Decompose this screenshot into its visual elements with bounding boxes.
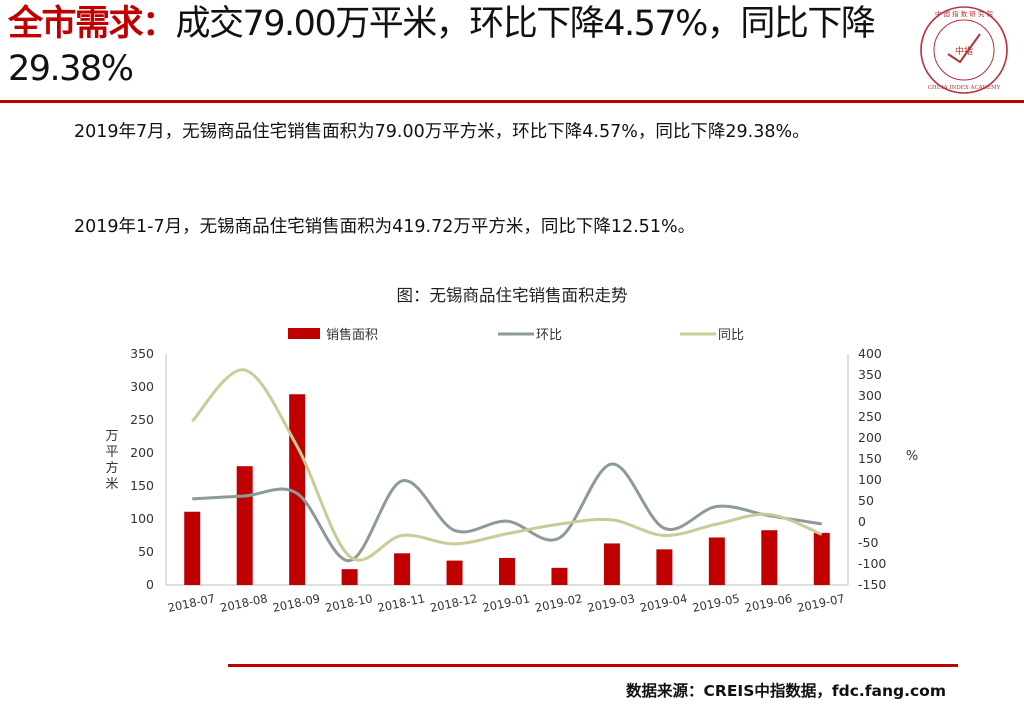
right-tick-label: 250: [858, 409, 882, 424]
right-tick-label: 200: [858, 430, 882, 445]
legend-swatch-bar: [288, 328, 320, 339]
page-title-prefix: 全市需求：: [8, 4, 177, 44]
footer-divider: [228, 664, 958, 667]
right-tick-label: 300: [858, 388, 882, 403]
x-tick-label: 2019-01: [481, 591, 531, 615]
x-tick-label: 2019-07: [796, 591, 846, 615]
line-yoy: [191, 368, 823, 562]
bar-sales-area: [236, 466, 253, 585]
left-tick-label: 100: [130, 511, 154, 526]
bar-sales-area: [708, 537, 725, 585]
logo-center-text: 中指: [955, 45, 973, 57]
left-tick-label: 250: [130, 412, 154, 427]
logo-top-text: 中 国 指 数 研 究 院: [935, 9, 993, 18]
bar-sales-area: [499, 557, 515, 585]
paragraph-ytd: 2019年1-7月，无锡商品住宅销售面积为419.72万平方米，同比下降12.5…: [74, 217, 696, 237]
x-tick-label: 2019-06: [744, 591, 794, 615]
left-axis-label: 万平方米: [105, 429, 118, 492]
page-title-text: 成交79.00万平米，环比下降4.57%，同比下降29.38%: [8, 4, 876, 89]
x-tick-label: 2018-09: [271, 591, 321, 615]
logo-bottom-text: CHINA INDEX ACADEMY: [928, 85, 1001, 91]
left-tick-label: 0: [146, 577, 154, 592]
x-tick-label: 2018-10: [324, 591, 374, 615]
bar-sales-area: [394, 553, 411, 585]
legend-label: 销售面积: [326, 327, 378, 343]
left-tick-label: 200: [130, 445, 154, 460]
x-tick-label: 2019-04: [639, 591, 689, 615]
bar-sales-area: [184, 511, 201, 585]
bar-sales-area: [446, 560, 463, 585]
legend-label: 同比: [718, 328, 744, 343]
header-divider: [0, 100, 1024, 103]
left-tick-label: 50: [138, 544, 154, 559]
bar-sales-area: [603, 543, 620, 585]
x-tick-label: 2018-08: [219, 591, 269, 615]
left-tick-label: 350: [130, 346, 154, 361]
right-tick-label: 0: [858, 514, 866, 529]
bar-sales-area: [656, 549, 673, 585]
x-tick-label: 2018-11: [376, 591, 426, 615]
paragraph-monthly: 2019年7月，无锡商品住宅销售面积为79.00万平方米，环比下降4.57%，同…: [74, 122, 810, 142]
right-tick-label: -50: [858, 535, 878, 550]
right-tick-label: 100: [858, 472, 882, 487]
bar-sales-area: [813, 532, 830, 585]
x-tick-label: 2018-12: [429, 591, 479, 615]
x-tick-label: 2019-05: [691, 591, 741, 615]
bar-sales-area: [341, 569, 358, 585]
china-index-academy-logo: 中 国 指 数 研 究 院 中指 CHINA INDEX ACADEMY: [920, 6, 1008, 94]
right-tick-label: -150: [858, 577, 886, 592]
left-tick-label: 150: [130, 478, 154, 493]
right-axis-label: %: [906, 449, 918, 464]
x-tick-label: 2019-03: [586, 591, 636, 615]
x-tick-label: 2019-02: [534, 591, 584, 615]
data-source: 数据来源：CREIS中指数据，fdc.fang.com: [626, 682, 946, 700]
right-tick-label: 50: [858, 493, 874, 508]
bar-sales-area: [761, 530, 778, 585]
line-mom: [192, 462, 823, 563]
right-tick-label: 350: [858, 367, 882, 382]
page-title: 全市需求：成交79.00万平米，环比下降4.57%，同比下降29.38%: [8, 2, 898, 92]
legend-label: 环比: [536, 328, 562, 343]
chart-title: 图：无锡商品住宅销售面积走势: [396, 286, 628, 305]
right-tick-label: 400: [858, 346, 882, 361]
x-tick-label: 2018-07: [166, 591, 216, 615]
right-tick-label: -100: [858, 556, 886, 571]
sales-area-chart: 0 50 100 150 200 250 300 350 -150 -100 -50 0 50 100 15…: [105, 327, 918, 615]
right-tick-label: 150: [858, 451, 882, 466]
bar-sales-area: [551, 567, 568, 585]
left-tick-label: 300: [130, 379, 154, 394]
